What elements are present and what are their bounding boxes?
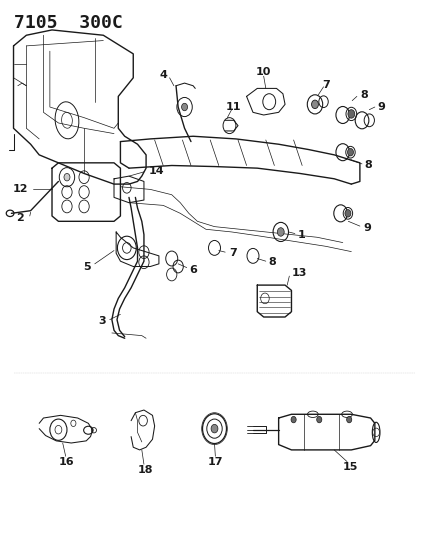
Circle shape bbox=[278, 228, 284, 236]
Circle shape bbox=[311, 100, 318, 109]
Text: 18: 18 bbox=[137, 465, 153, 474]
Text: 2: 2 bbox=[16, 213, 24, 223]
Text: 14: 14 bbox=[148, 166, 164, 176]
Text: 17: 17 bbox=[208, 457, 224, 467]
Circle shape bbox=[345, 209, 351, 217]
Text: 9: 9 bbox=[363, 223, 371, 233]
Text: 6: 6 bbox=[189, 265, 197, 275]
Circle shape bbox=[291, 416, 296, 423]
Text: 16: 16 bbox=[59, 457, 75, 467]
Text: 7105  300C: 7105 300C bbox=[14, 14, 122, 32]
Circle shape bbox=[317, 416, 322, 423]
Text: 9: 9 bbox=[378, 102, 386, 112]
Text: 11: 11 bbox=[226, 102, 242, 112]
Text: 15: 15 bbox=[343, 462, 358, 472]
Text: 5: 5 bbox=[83, 262, 91, 271]
Circle shape bbox=[347, 149, 353, 156]
Text: 1: 1 bbox=[298, 230, 305, 240]
Circle shape bbox=[181, 103, 187, 111]
Circle shape bbox=[64, 173, 70, 181]
Text: 12: 12 bbox=[13, 184, 28, 195]
Text: 8: 8 bbox=[364, 160, 372, 171]
Circle shape bbox=[211, 424, 218, 433]
Circle shape bbox=[348, 110, 355, 118]
Text: 3: 3 bbox=[98, 316, 106, 326]
Text: 10: 10 bbox=[256, 68, 272, 77]
Text: 4: 4 bbox=[160, 70, 167, 80]
Text: 8: 8 bbox=[268, 257, 276, 267]
Text: 7: 7 bbox=[322, 80, 329, 90]
Text: 7: 7 bbox=[230, 248, 237, 258]
Text: 13: 13 bbox=[291, 268, 307, 278]
Text: 8: 8 bbox=[360, 90, 368, 100]
Circle shape bbox=[347, 416, 352, 423]
